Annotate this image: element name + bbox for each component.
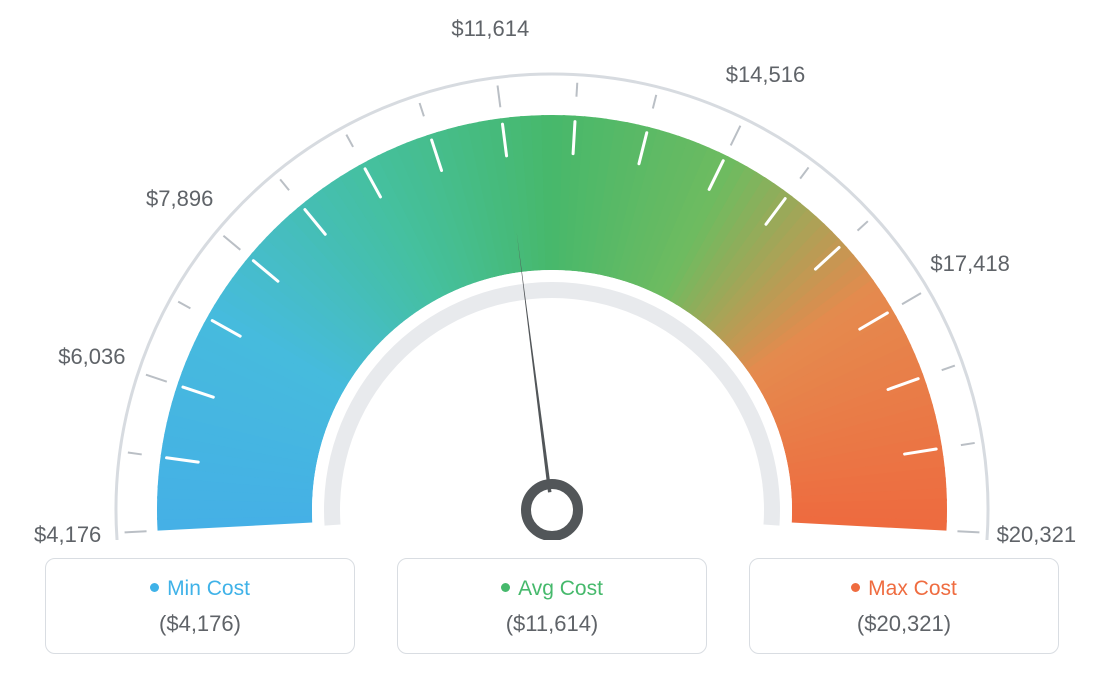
legend-value-min: ($4,176) — [56, 611, 344, 637]
legend-card-min: Min Cost ($4,176) — [45, 558, 355, 654]
gauge-tick-label: $11,614 — [451, 16, 529, 42]
legend-card-max: Max Cost ($20,321) — [749, 558, 1059, 654]
legend-row: Min Cost ($4,176) Avg Cost ($11,614) Max… — [20, 558, 1084, 654]
dot-icon — [501, 583, 510, 592]
legend-title-avg: Avg Cost — [408, 577, 696, 601]
dot-icon — [150, 583, 159, 592]
legend-label-avg: Avg Cost — [518, 577, 603, 600]
gauge-tick-label: $6,036 — [58, 344, 125, 370]
gauge-tick-label: $17,418 — [930, 251, 1010, 277]
legend-title-min: Min Cost — [56, 577, 344, 601]
legend-label-min: Min Cost — [167, 577, 250, 600]
gauge-tick-label: $4,176 — [34, 522, 101, 548]
legend-value-max: ($20,321) — [760, 611, 1048, 637]
gauge-tick-label: $14,516 — [726, 62, 806, 88]
legend-label-max: Max Cost — [868, 577, 957, 600]
legend-title-max: Max Cost — [760, 577, 1048, 601]
gauge-tick-label: $7,896 — [146, 186, 213, 212]
gauge-tick-label: $20,321 — [997, 522, 1077, 548]
dot-icon — [851, 583, 860, 592]
cost-gauge: $4,176$6,036$7,896$11,614$14,516$17,418$… — [22, 20, 1082, 540]
legend-card-avg: Avg Cost ($11,614) — [397, 558, 707, 654]
legend-value-avg: ($11,614) — [408, 611, 696, 637]
